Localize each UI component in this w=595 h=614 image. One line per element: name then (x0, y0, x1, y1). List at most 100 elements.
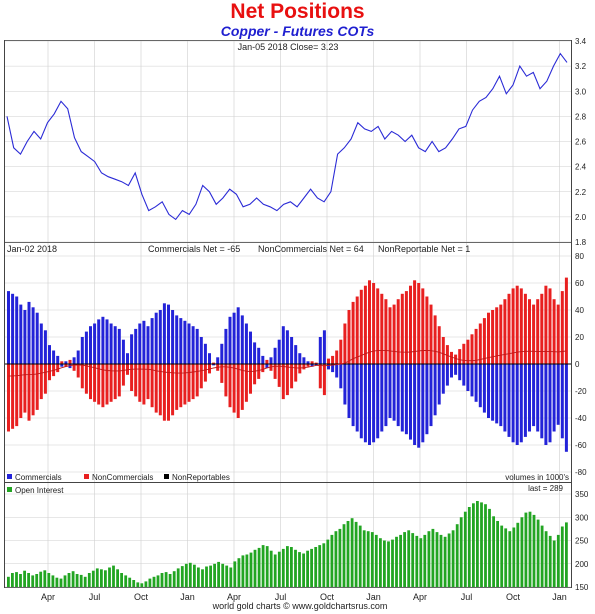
open-interest-bar (47, 573, 51, 587)
noncommercials-bar (417, 283, 421, 364)
y-tick-label: 2.4 (575, 163, 587, 172)
commercials-bar (548, 364, 552, 443)
open-interest-bar (172, 571, 176, 587)
noncommercials-bar (310, 361, 314, 364)
commercials-bar (97, 319, 101, 364)
open-interest-bar (427, 531, 431, 587)
noncommercials-bar (15, 364, 19, 427)
commercials-bar (450, 364, 453, 378)
open-interest-bar (168, 574, 172, 587)
y-tick-label: -80 (575, 468, 587, 477)
noncommercials-bar (368, 280, 371, 364)
commercials-bar (11, 293, 15, 364)
noncommercials-bar (359, 289, 363, 365)
open-interest-bar (87, 573, 91, 587)
open-interest-bar (63, 575, 67, 587)
y-tick-label: 40 (575, 306, 584, 315)
open-interest-bar (419, 538, 423, 587)
x-tick-label: Apr (41, 592, 55, 602)
open-interest-bar (302, 553, 305, 587)
open-interest-bar (399, 534, 402, 587)
commercials-bar (400, 364, 404, 432)
open-interest-bar (346, 521, 350, 587)
x-tick-label: Jan (180, 592, 195, 602)
open-interest-bar (164, 572, 168, 587)
commercials-bar (528, 364, 531, 432)
y-tick-label: 1.8 (575, 238, 587, 247)
noncommercials-bar (548, 288, 552, 364)
commercials-bar (552, 364, 556, 432)
noncommercials-bar (281, 364, 285, 400)
open-interest-bar (7, 576, 10, 587)
noncommercials-bar (339, 339, 343, 364)
commercials-bar (257, 347, 261, 364)
noncommercials-bar (105, 364, 109, 405)
noncommercials-bar (532, 304, 536, 364)
open-interest-bar (100, 569, 103, 587)
commercials-bar (261, 355, 265, 364)
x-tick-label: Jan (552, 592, 567, 602)
axis-labels: Apr Jul Oct Jan Apr Jul Oct Jan Apr Jul Oct Jan 1.8 2… (41, 37, 589, 602)
noncommercials-bar (142, 364, 146, 405)
commercials-bar (150, 318, 154, 364)
commercials-bar (23, 310, 27, 364)
noncommercials-bar (454, 354, 458, 364)
open-interest-bar (75, 574, 79, 587)
net-header-commercials: Commercials Net = -65 (148, 244, 240, 254)
x-tick-label: Jul (89, 592, 101, 602)
noncommercials-bar (35, 364, 39, 410)
commercials-bar (236, 307, 240, 364)
commercials-bar (363, 364, 367, 443)
commercials-bar (491, 364, 495, 421)
noncommercials-bar (154, 364, 158, 413)
commercials-bar (466, 364, 470, 391)
commercials-bar (511, 364, 515, 443)
commercials-bar (372, 364, 376, 443)
commercials-bar (380, 364, 384, 432)
noncommercials-bar (331, 355, 335, 364)
open-interest-bar (435, 532, 439, 587)
commercials-bar (314, 364, 318, 366)
commercials-bar (519, 364, 523, 443)
noncommercials-bar (203, 364, 207, 382)
noncommercials-bar (306, 364, 310, 367)
commercials-bar (425, 364, 429, 435)
noncommercials-bar (56, 364, 60, 373)
commercials-bar (273, 347, 277, 364)
commercials-bar (154, 312, 158, 364)
open-interest-bar (233, 561, 237, 587)
noncommercials-bar (224, 364, 228, 397)
noncommercials-bar (72, 364, 76, 371)
noncommercials-bar (265, 359, 269, 364)
commercials-bar (60, 364, 64, 367)
open-interest-bar (374, 534, 378, 587)
noncommercials-bar (167, 364, 170, 421)
open-interest-bar (508, 531, 512, 587)
noncommercials-bar (450, 351, 453, 364)
commercials-bar (162, 303, 166, 365)
open-interest-bar (520, 517, 524, 588)
chart-subtitle: Copper - Futures COTs (220, 23, 375, 39)
open-interest-bar (237, 558, 241, 587)
commercials-bar (355, 364, 359, 432)
noncommercials-bar (523, 293, 527, 364)
open-interest-bar (310, 548, 313, 587)
noncommercials-bar (384, 299, 388, 364)
noncommercials-bar (269, 364, 273, 371)
open-interest-bar (379, 538, 382, 587)
commercials-bar (368, 364, 371, 445)
noncommercials-bar (528, 299, 531, 364)
commercials-bar (232, 312, 236, 364)
noncommercials-bar (503, 299, 507, 364)
commercials-bar (515, 364, 519, 445)
commercials-bar (445, 364, 449, 386)
open-interest-bar (79, 574, 83, 587)
noncommercials-bar (150, 364, 154, 408)
noncommercials-bar (212, 362, 216, 364)
commercials-bar (244, 323, 248, 364)
noncommercials-bar (462, 343, 466, 365)
noncommercials-bar (191, 364, 195, 400)
noncommercials-bar (253, 364, 257, 385)
noncommercials-bar (220, 364, 224, 383)
noncommercials-bar (564, 277, 568, 364)
